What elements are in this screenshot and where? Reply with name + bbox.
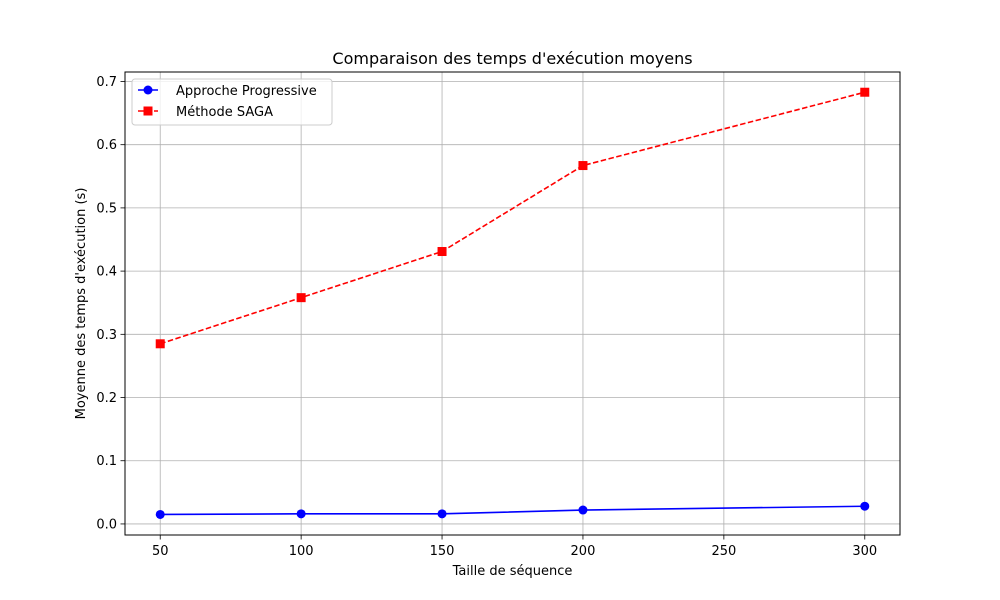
data-point-0 <box>860 501 870 511</box>
legend-box <box>131 78 333 126</box>
y-tick-label: 0.4 <box>96 265 117 280</box>
y-tick-label: 0.2 <box>96 391 117 406</box>
grid-lines <box>125 72 900 535</box>
legend: Approche Progressive Méthode SAGA <box>131 78 333 126</box>
x-tick-label: 50 <box>152 544 169 559</box>
data-point-1 <box>155 339 165 349</box>
legend-entry-methode-saga: Méthode SAGA <box>138 105 273 120</box>
plot-frame <box>124 71 901 536</box>
axis-ticks: 50 100 150 200 250 300 0.0 0.1 0.2 0.3 0.4 0.5 0.6 0.… <box>96 75 877 559</box>
data-point-0 <box>296 509 306 519</box>
x-tick-label: 200 <box>571 544 596 559</box>
series-line-0 <box>160 505 865 516</box>
y-tick-label: 0.1 <box>96 454 117 469</box>
data-point-1 <box>296 293 306 303</box>
legend-label-methode-saga: Méthode SAGA <box>176 105 273 120</box>
chart-title: Comparaison des temps d'exécution moyens <box>332 49 692 68</box>
y-tick-label: 0.0 <box>96 517 117 532</box>
y-tick-label: 0.6 <box>96 138 117 153</box>
marker-layer <box>155 87 870 519</box>
data-point-1 <box>860 87 870 97</box>
data-point-1 <box>437 247 447 257</box>
legend-label-approche-progressive: Approche Progressive <box>176 84 317 99</box>
data-point-0 <box>437 509 447 519</box>
x-tick-label: 300 <box>852 544 877 559</box>
y-tick-label: 0.5 <box>96 201 117 216</box>
x-tick-label: 100 <box>289 544 314 559</box>
data-point-0 <box>578 505 588 515</box>
legend-entry-approche-progressive: Approche Progressive <box>138 84 317 99</box>
series-line-1 <box>159 91 865 345</box>
data-point-1 <box>578 161 588 171</box>
y-tick-label: 0.3 <box>96 328 117 343</box>
x-tick-label: 250 <box>711 544 736 559</box>
data-point-0 <box>155 509 165 519</box>
y-tick-label: 0.7 <box>96 75 117 90</box>
legend-marker-methode-saga <box>143 106 153 116</box>
x-axis-title: Taille de séquence <box>452 564 573 579</box>
legend-marker-approche-progressive <box>143 85 153 95</box>
y-axis-title: Moyenne des temps d'exécution (s) <box>74 188 89 420</box>
series-layer <box>159 91 865 516</box>
x-tick-label: 150 <box>430 544 455 559</box>
